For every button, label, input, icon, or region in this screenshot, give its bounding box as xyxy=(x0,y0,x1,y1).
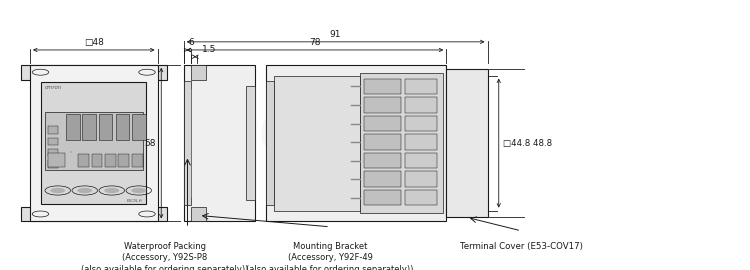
Bar xyxy=(41,82,146,204)
Bar xyxy=(132,154,142,167)
Text: °: ° xyxy=(69,152,72,157)
Bar xyxy=(116,114,129,140)
Bar xyxy=(21,65,166,80)
Bar xyxy=(48,160,58,168)
Bar xyxy=(21,207,166,221)
Text: 1.5: 1.5 xyxy=(202,45,216,54)
Bar xyxy=(405,153,436,168)
Circle shape xyxy=(131,188,146,193)
Bar xyxy=(78,154,88,167)
Circle shape xyxy=(77,188,92,193)
Bar xyxy=(405,190,436,205)
Bar xyxy=(48,149,58,156)
Text: omron: omron xyxy=(45,85,62,90)
Bar xyxy=(82,114,96,140)
Text: 78: 78 xyxy=(309,38,321,47)
Bar xyxy=(405,116,436,131)
Text: Mounting Bracket
(Accessory, Y92F-49
(also available for ordering separately)): Mounting Bracket (Accessory, Y92F-49 (al… xyxy=(246,242,414,270)
Bar xyxy=(92,154,102,167)
Bar xyxy=(266,81,274,205)
Bar xyxy=(360,73,442,213)
Circle shape xyxy=(104,188,119,193)
Bar xyxy=(99,114,112,140)
Text: 58: 58 xyxy=(144,139,156,148)
Bar xyxy=(105,154,116,167)
Bar xyxy=(118,154,129,167)
Text: 91: 91 xyxy=(330,30,341,39)
Bar xyxy=(405,171,436,187)
Bar xyxy=(364,97,401,113)
Bar xyxy=(246,86,255,200)
Bar xyxy=(405,134,436,150)
Bar xyxy=(364,190,401,205)
Bar xyxy=(48,153,64,167)
Bar xyxy=(364,171,401,187)
Bar xyxy=(364,79,401,94)
Text: Waterproof Packing
(Accessory, Y92S-P8
(also available for ordering separately)): Waterproof Packing (Accessory, Y92S-P8 (… xyxy=(81,242,249,270)
Bar xyxy=(364,134,401,150)
Bar xyxy=(132,114,146,140)
Bar xyxy=(45,112,142,170)
Text: 6: 6 xyxy=(188,38,194,47)
Circle shape xyxy=(50,188,65,193)
Bar xyxy=(191,207,206,221)
Text: Terminal Cover (E53-COV17): Terminal Cover (E53-COV17) xyxy=(460,242,583,251)
Bar xyxy=(48,126,58,134)
Bar xyxy=(30,65,158,221)
Bar xyxy=(405,97,436,113)
Text: □48: □48 xyxy=(84,38,104,47)
Text: □44.8 48.8: □44.8 48.8 xyxy=(503,139,551,148)
Bar xyxy=(66,114,80,140)
Bar xyxy=(191,65,206,80)
Bar xyxy=(446,69,488,217)
Bar xyxy=(48,138,58,145)
Text: omron: omron xyxy=(258,95,492,164)
Bar xyxy=(266,65,446,221)
Bar xyxy=(184,81,191,205)
Bar xyxy=(364,116,401,131)
Bar xyxy=(274,76,360,211)
Bar xyxy=(184,65,255,221)
Text: E5CN-H: E5CN-H xyxy=(127,199,142,203)
Bar xyxy=(405,79,436,94)
Bar xyxy=(364,153,401,168)
